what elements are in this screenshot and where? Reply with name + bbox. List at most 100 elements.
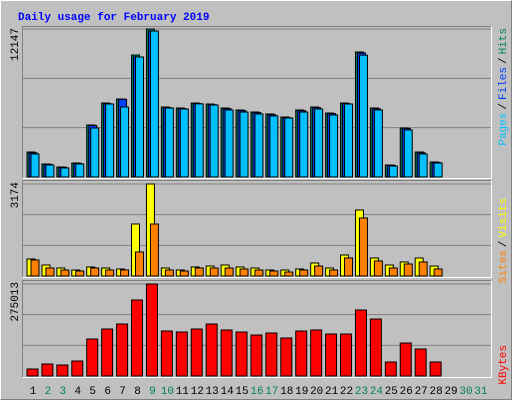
x-tick-label: 19 [295,386,308,398]
bar [344,103,354,178]
panel-light-edge [22,180,492,278]
bar [403,129,413,178]
panel-dark-edge [22,180,492,278]
bar [280,337,293,377]
panel-dark-edge [22,26,492,179]
x-tick-label: 4 [74,386,81,398]
bar [179,270,189,277]
bar [329,269,339,277]
bar [418,153,428,178]
y-tick-label: 3174 [10,182,22,209]
bar [86,338,99,377]
x-tick-label: 25 [385,386,398,398]
x-tick-label: 10 [161,386,174,398]
bar [269,115,279,178]
bar [250,334,263,377]
bar [269,270,279,277]
bar [220,329,233,377]
bar [254,269,264,277]
bar [105,269,115,277]
bar [284,117,294,178]
x-tick-label: 8 [134,386,141,398]
bar [145,283,158,377]
bar [299,269,309,277]
bar [56,364,69,377]
bar [265,332,278,377]
bar [194,103,204,178]
bar [164,107,174,178]
bar [358,54,368,178]
x-tick-label: 11 [176,386,190,398]
x-tick-label: 14 [220,386,234,398]
bar [384,361,397,377]
bar [135,251,145,277]
panel-light-edge [22,280,492,378]
bar [101,328,114,377]
bar [131,299,144,377]
bar [205,323,218,377]
x-tick-label: 20 [310,386,323,398]
x-tick-label: 1 [30,386,37,398]
bar [239,111,249,178]
bar [340,333,353,377]
x-tick-label: 2 [45,386,52,398]
legend-entry: Files [498,67,510,100]
x-tick-label: 3 [60,386,67,398]
legend-entry: Visits [498,198,510,238]
bar [310,329,323,377]
legend-entry: Sites [498,250,510,283]
y-tick-label: 275013 [10,282,22,322]
bar [314,108,324,178]
bar [175,331,188,377]
legend: Sites / Visits [498,198,510,283]
bar [344,257,354,277]
legend-separator: / [498,241,510,248]
bar [373,109,383,178]
x-tick-label: 29 [444,386,457,398]
bar [369,318,382,377]
x-tick-label: 23 [355,386,368,398]
bar [26,368,39,377]
chart-title: Daily usage for February 2019 [18,12,209,24]
bar [224,109,234,178]
bar [116,323,129,377]
bar [284,271,294,277]
bar [433,162,443,178]
bar [71,360,84,377]
bar [388,165,398,178]
x-tick-label: 5 [89,386,96,398]
bar [194,267,204,277]
bar [41,363,54,377]
x-tick-label: 26 [400,386,413,398]
bar [403,263,413,277]
legend: Pages / Files / Hits [498,28,510,146]
bar [105,103,115,178]
bar [295,330,308,377]
panel-light-edge [22,26,492,179]
bar [60,167,70,178]
bar [45,164,55,178]
legend-entry: KBytes [498,345,510,385]
bar [179,108,189,178]
bar [329,114,339,178]
bar [358,217,368,277]
bar [149,30,159,178]
x-tick-label: 22 [340,386,353,398]
bar [429,361,442,377]
x-tick-label: 21 [325,386,339,398]
x-tick-label: 9 [149,386,156,398]
bar [30,259,40,277]
bar [254,113,264,178]
bar [239,268,249,277]
bar [120,269,130,277]
x-tick-label: 16 [250,386,263,398]
bar [75,270,85,277]
x-tick-label: 15 [235,386,248,398]
bar [90,267,100,277]
bar [190,328,203,377]
bar [60,269,70,277]
bar [418,261,428,277]
x-tick-label: 28 [430,386,443,398]
